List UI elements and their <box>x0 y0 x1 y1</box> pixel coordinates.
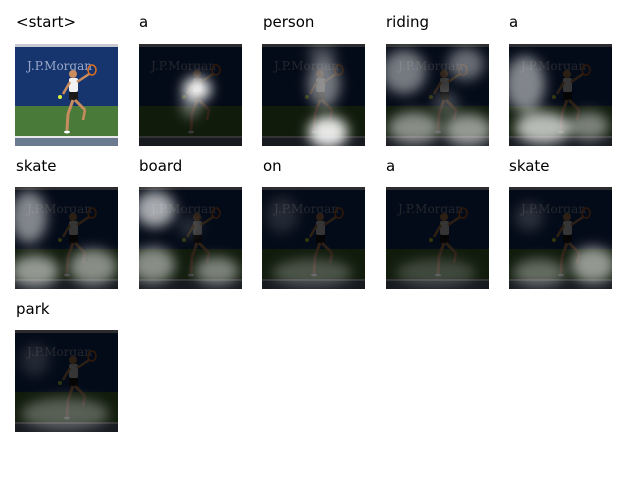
attention-highlight <box>509 56 609 144</box>
attention-tile-1: J.P.Morgan <box>139 44 242 146</box>
caption-word-9: skate <box>509 157 550 175</box>
caption-word-8: a <box>386 157 396 175</box>
caption-word-2: person <box>263 13 315 31</box>
attention-tile-5: J.P.Morgan <box>15 187 118 289</box>
attention-highlight <box>386 48 489 146</box>
caption-word-4: a <box>509 13 519 31</box>
caption-word-6: board <box>139 157 183 175</box>
attention-highlight <box>308 44 348 146</box>
caption-word-1: a <box>139 13 149 31</box>
banner-text: J.P.Morgan <box>25 59 92 73</box>
attention-tile-10: J.P.Morgan <box>15 330 118 432</box>
attention-highlight <box>15 191 117 287</box>
caption-word-7: on <box>263 157 282 175</box>
tennis-scene-image: J.P.Morgan <box>15 44 118 146</box>
tennis-scene-image: J.P.Morgan <box>262 44 365 146</box>
attention-tile-4: J.P.Morgan <box>509 44 612 146</box>
tennis-scene-image: J.P.Morgan <box>15 330 118 432</box>
tennis-scene-image: J.P.Morgan <box>509 187 612 289</box>
attention-tile-6: J.P.Morgan <box>139 187 242 289</box>
attention-highlight <box>266 197 352 287</box>
attention-highlight <box>181 77 211 118</box>
attention-tile-8: J.P.Morgan <box>386 187 489 289</box>
tennis-scene-image: J.P.Morgan <box>509 44 612 146</box>
tennis-scene-image: J.P.Morgan <box>386 44 489 146</box>
tennis-scene-image: J.P.Morgan <box>386 187 489 289</box>
tennis-scene-image: J.P.Morgan <box>139 44 242 146</box>
caption-word-3: riding <box>386 13 430 31</box>
caption-word-5: skate <box>16 157 57 175</box>
tennis-player <box>58 64 97 134</box>
tennis-scene-image: J.P.Morgan <box>15 187 118 289</box>
attention-highlight <box>139 191 239 285</box>
tennis-scene-image: J.P.Morgan <box>262 187 365 289</box>
attention-highlight <box>513 203 612 287</box>
caption-word-10: park <box>16 300 50 318</box>
attention-tile-2: J.P.Morgan <box>262 44 365 146</box>
attention-tile-0: J.P.Morgan <box>15 44 118 146</box>
attention-tile-3: J.P.Morgan <box>386 44 489 146</box>
tennis-scene-image: J.P.Morgan <box>139 187 242 289</box>
attention-tile-9: J.P.Morgan <box>509 187 612 289</box>
attention-tile-7: J.P.Morgan <box>262 187 365 289</box>
attention-highlight <box>396 259 476 287</box>
attention-highlight <box>21 344 109 430</box>
caption-word-0: <start> <box>16 13 77 31</box>
